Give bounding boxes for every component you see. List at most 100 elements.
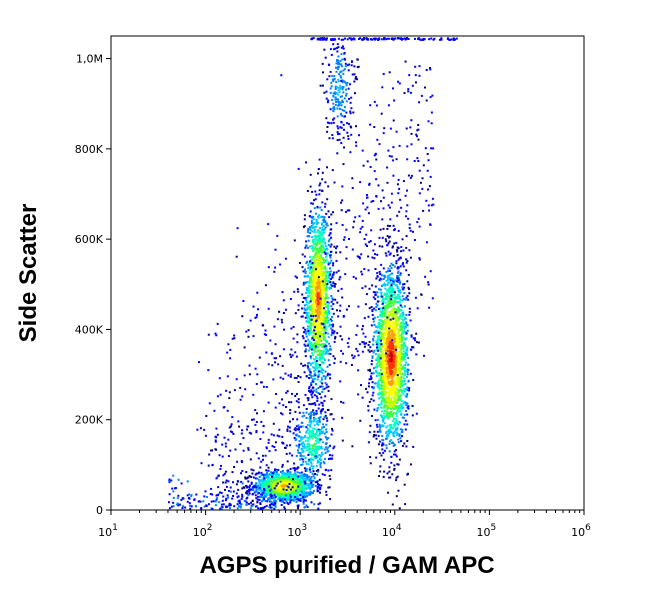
event-dot bbox=[310, 345, 313, 347]
event-dot bbox=[302, 326, 305, 329]
event-dot bbox=[334, 283, 337, 285]
event-dot bbox=[316, 485, 319, 488]
event-dot bbox=[318, 433, 321, 436]
event-dot bbox=[404, 345, 407, 347]
event-dot bbox=[389, 252, 392, 255]
event-dot bbox=[316, 315, 319, 318]
event-dot bbox=[383, 412, 385, 415]
event-dot bbox=[297, 475, 300, 478]
event-dot bbox=[324, 297, 327, 300]
event-dot bbox=[318, 419, 321, 422]
event-dot bbox=[403, 286, 405, 289]
event-dot bbox=[377, 321, 380, 324]
event-dot bbox=[389, 425, 392, 428]
event-dot bbox=[320, 445, 323, 448]
event-dot bbox=[385, 399, 387, 402]
event-dot bbox=[379, 430, 382, 433]
event-dot bbox=[400, 364, 402, 367]
event-dot bbox=[388, 287, 390, 290]
event-dot bbox=[402, 388, 405, 391]
event-dot bbox=[407, 405, 410, 408]
event-dot bbox=[382, 443, 385, 446]
event-dot bbox=[297, 375, 300, 377]
event-dot bbox=[334, 298, 337, 301]
event-dot bbox=[399, 326, 402, 329]
event-dot bbox=[298, 440, 301, 443]
event-dot bbox=[312, 489, 315, 492]
event-dot bbox=[400, 339, 403, 342]
event-dot bbox=[297, 406, 300, 409]
event-dot bbox=[397, 381, 400, 384]
event-dot bbox=[317, 346, 320, 349]
event-dot bbox=[317, 259, 320, 262]
event-dot bbox=[308, 226, 311, 229]
event-dot bbox=[316, 307, 319, 310]
event-dot bbox=[382, 418, 385, 421]
event-dot bbox=[399, 403, 402, 406]
event-dot bbox=[397, 398, 400, 401]
event-dot bbox=[410, 463, 412, 466]
event-dot bbox=[289, 420, 291, 423]
event-dot bbox=[321, 350, 324, 353]
event-dot bbox=[308, 349, 310, 352]
event-dot bbox=[311, 266, 314, 269]
event-dot bbox=[389, 389, 391, 392]
event-dot bbox=[328, 280, 331, 283]
event-dot bbox=[392, 326, 395, 329]
event-dot bbox=[376, 409, 379, 412]
event-dot bbox=[388, 310, 391, 313]
event-dot bbox=[322, 260, 325, 263]
event-dot bbox=[386, 318, 389, 321]
event-dot bbox=[324, 411, 327, 414]
event-dot bbox=[319, 284, 322, 287]
event-dot bbox=[315, 433, 318, 435]
event-dot bbox=[385, 380, 388, 383]
event-dot bbox=[401, 331, 404, 334]
event-dot bbox=[318, 304, 321, 306]
event-dot bbox=[311, 396, 314, 399]
event-dot bbox=[314, 190, 317, 193]
event-dot bbox=[313, 293, 316, 296]
event-dot bbox=[394, 297, 397, 300]
event-dot bbox=[296, 471, 299, 474]
event-dot bbox=[382, 338, 385, 341]
event-dot bbox=[324, 242, 327, 245]
event-dot bbox=[314, 198, 317, 201]
event-dot bbox=[395, 407, 398, 409]
event-dot bbox=[305, 494, 308, 497]
event-dot bbox=[372, 320, 375, 323]
event-dot bbox=[387, 491, 389, 494]
event-dot bbox=[395, 342, 398, 345]
event-dot bbox=[394, 301, 396, 304]
event-dot bbox=[393, 293, 396, 296]
event-dot bbox=[386, 334, 389, 336]
event-dot bbox=[313, 247, 315, 250]
event-dot bbox=[298, 445, 300, 448]
event-dot bbox=[307, 311, 310, 314]
event-dot bbox=[314, 322, 316, 324]
event-dot bbox=[324, 205, 326, 208]
event-dot bbox=[310, 244, 313, 247]
event-dot bbox=[310, 479, 313, 482]
event-dot bbox=[306, 281, 309, 283]
event-dot bbox=[400, 250, 403, 253]
event-dot bbox=[320, 336, 323, 339]
event-dot bbox=[327, 469, 330, 472]
event-dot bbox=[393, 391, 396, 394]
event-dot bbox=[386, 352, 389, 355]
event-dot bbox=[398, 354, 401, 357]
event-dot bbox=[321, 226, 324, 229]
event-dot bbox=[369, 375, 372, 378]
event-dot bbox=[310, 376, 313, 379]
event-dot bbox=[304, 457, 307, 459]
event-dot bbox=[326, 448, 329, 451]
event-dot bbox=[389, 312, 392, 315]
event-dot bbox=[385, 405, 387, 407]
event-dot bbox=[388, 450, 391, 453]
event-dot bbox=[313, 222, 316, 224]
event-dot bbox=[307, 286, 310, 289]
event-dot bbox=[398, 297, 401, 300]
event-dot bbox=[323, 280, 326, 283]
event-dot bbox=[325, 277, 327, 279]
